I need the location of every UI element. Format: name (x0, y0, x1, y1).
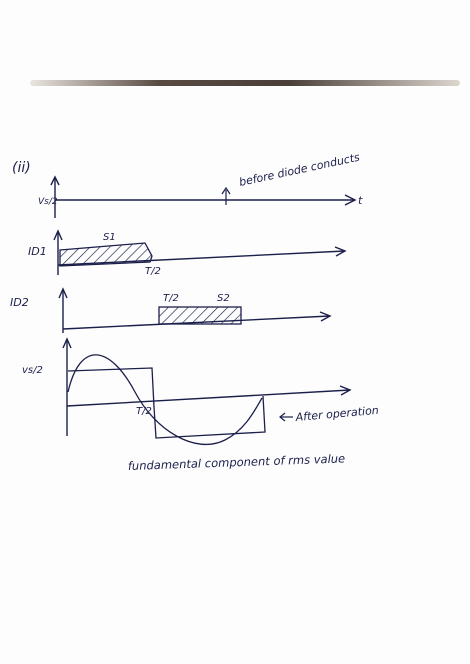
vs-bottom-label: vs/2 (22, 365, 43, 376)
caption-fundamental-component: fundamental component of rms value (128, 451, 346, 473)
after-note-arrow-head (279, 412, 286, 422)
id2-label: ID2 (10, 296, 29, 309)
id2-axis-end-arrow (319, 311, 332, 322)
section-label: (ii) (12, 160, 31, 176)
vs-bottom-horizontal-axis (66, 389, 351, 407)
s2-pulse-hatched (158, 306, 242, 325)
s1-pulse-hatched (59, 242, 153, 267)
vs-top-label: Vs/2 (38, 197, 58, 207)
note-after-operation: After operation (294, 404, 379, 424)
vs-bottom-axis-end-arrow (339, 385, 352, 396)
s2-label: S2 (217, 293, 230, 304)
id2-t2-mark: T/2 (163, 293, 179, 304)
square-wave (67, 367, 266, 439)
id1-axis-end-arrow (334, 246, 347, 257)
id2-axis-arrow (58, 287, 68, 299)
vs-t2-mark: T/2 (136, 406, 152, 417)
id1-axis-arrow (53, 229, 63, 241)
id1-label: ID1 (28, 245, 47, 258)
id1-t2-mark: T/2 (145, 266, 161, 277)
note-before-diode: before diode conducts (238, 151, 361, 189)
s1-label: S1 (103, 232, 116, 243)
vs-top-axis-arrow (50, 175, 60, 186)
axis-end-t-label: t (358, 194, 363, 207)
vs-bottom-axis-arrow (62, 337, 72, 349)
fundamental-sine-wave (67, 354, 263, 445)
paper-edge-shadow (30, 80, 460, 86)
vs-top-axis-end-arrow (344, 194, 357, 206)
note-pointer-arrow (221, 186, 231, 195)
